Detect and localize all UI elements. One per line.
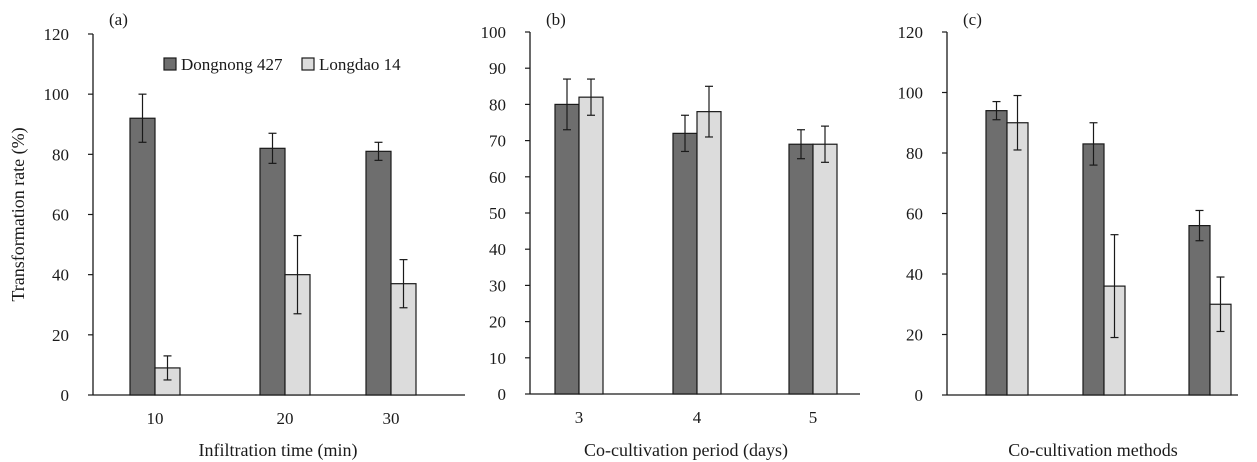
y-tick-label: 120: [898, 23, 924, 42]
panel-label: (a): [109, 10, 128, 29]
panel-label: (b): [546, 10, 566, 29]
y-tick-label: 10: [489, 349, 506, 368]
y-tick-label: 120: [44, 25, 70, 44]
y-tick-label: 20: [489, 313, 506, 332]
y-tick-label: 80: [52, 145, 69, 164]
y-tick-label: 50: [489, 204, 506, 223]
y-tick-label: 60: [906, 205, 923, 224]
bar-dongnong-3: [365, 150, 392, 396]
y-tick-label: 100: [44, 85, 70, 104]
y-tick-label: 80: [489, 95, 506, 114]
x-tick-label: 20: [277, 409, 294, 428]
y-tick-label: 60: [489, 168, 506, 187]
y-tick-label: 0: [61, 386, 70, 405]
y-tick-label: 30: [489, 276, 506, 295]
x-axis-title: Co-cultivation methods: [1008, 440, 1177, 460]
x-tick-label: 4: [693, 408, 702, 427]
bar-dongnong-1: [129, 117, 156, 396]
y-tick-label: 0: [498, 385, 507, 404]
x-tick-label: 3: [575, 408, 584, 427]
bar-longdao-2: [696, 111, 722, 395]
bar-longdao-3: [812, 143, 838, 395]
y-tick-label: 20: [906, 326, 923, 345]
bar-dongnong-1: [985, 110, 1008, 396]
legend-label-1: Dongnong 427: [181, 55, 283, 74]
x-axis-title: Infiltration time (min): [199, 440, 358, 461]
y-tick-label: 100: [481, 23, 507, 42]
y-tick-label: 100: [898, 84, 924, 103]
y-tick-label: 40: [489, 240, 506, 259]
x-tick-label: 10: [147, 409, 164, 428]
legend-swatch-1: [163, 57, 177, 71]
y-tick-label: 40: [52, 266, 69, 285]
y-tick-label: 80: [906, 144, 923, 163]
y-tick-label: 20: [52, 326, 69, 345]
bar-dongnong-2: [259, 147, 286, 396]
bar-dongnong-2: [672, 132, 698, 395]
y-tick-label: 0: [915, 386, 924, 405]
bar-longdao-1: [1006, 122, 1029, 396]
bar-dongnong-3: [1188, 225, 1211, 396]
bar-longdao-1: [578, 96, 604, 395]
x-tick-label: 5: [809, 408, 818, 427]
y-tick-label: 60: [52, 206, 69, 225]
y-tick-label: 90: [489, 59, 506, 78]
legend-label-2: Longdao 14: [319, 55, 401, 74]
x-tick-label: 30: [383, 409, 400, 428]
y-tick-label: 70: [489, 132, 506, 151]
bar-dongnong-2: [1082, 143, 1105, 396]
legend-swatch-2: [301, 57, 315, 71]
y-tick-label: 40: [906, 265, 923, 284]
panel-label: (c): [963, 10, 982, 29]
bar-dongnong-1: [554, 103, 580, 395]
x-axis-title: Co-cultivation period (days): [584, 440, 788, 461]
y-axis-title: Transformation rate (%): [8, 127, 29, 301]
bar-dongnong-3: [788, 143, 814, 395]
